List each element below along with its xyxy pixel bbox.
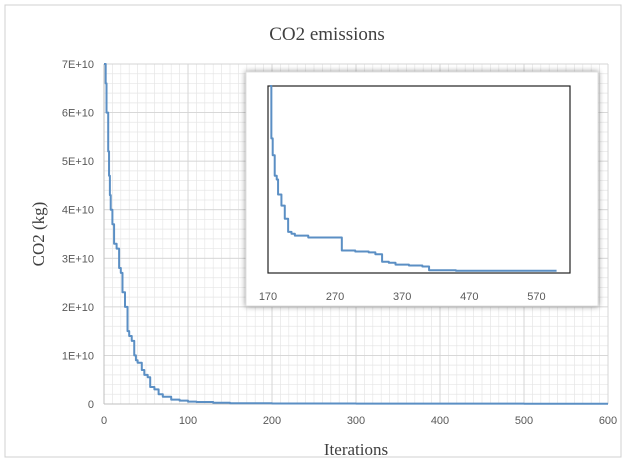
x-tick-label: 0 xyxy=(101,415,107,427)
y-tick-label: 2E+10 xyxy=(62,302,94,314)
y-tick-label: 0 xyxy=(88,399,94,411)
series-line xyxy=(104,63,608,405)
inset-plot-border xyxy=(267,85,571,274)
y-tick-label: 3E+10 xyxy=(62,253,94,265)
x-tick-label: 100 xyxy=(179,415,197,427)
x-axis-label: Iterations xyxy=(324,440,388,459)
x-tick-label: 500 xyxy=(515,415,533,427)
x-tick-label: 400 xyxy=(431,415,449,427)
y-tick-label: 1E+10 xyxy=(62,350,94,362)
y-tick-label: 4E+10 xyxy=(62,205,94,217)
x-tick-label: 600 xyxy=(599,415,617,427)
y-tick-label: 5E+10 xyxy=(62,156,94,168)
inset-axes xyxy=(267,85,571,274)
inset-x-tick-label: 570 xyxy=(527,291,545,303)
inset-x-tick-label: 370 xyxy=(393,291,411,303)
chart-title: CO2 emissions xyxy=(269,24,385,45)
main-series xyxy=(104,63,608,405)
y-axis-label: CO2 (kg) xyxy=(29,202,48,267)
inset-series xyxy=(270,85,557,272)
y-tick-label: 7E+10 xyxy=(62,59,94,71)
inset-x-tick-label: 270 xyxy=(326,291,344,303)
inset-x-tick-label: 170 xyxy=(259,291,277,303)
x-tick-label: 200 xyxy=(263,415,281,427)
main-ticks: 0 100 200 300 400 500 600 0 1E+10 2E+10 3E+10 4E+10… xyxy=(62,59,617,427)
inset-series-line xyxy=(270,85,557,272)
y-tick-label: 6E+10 xyxy=(62,108,94,120)
inset-x-tick-label: 470 xyxy=(460,291,478,303)
x-tick-label: 300 xyxy=(347,415,365,427)
inset-ticks: 170 270 370 470 570 xyxy=(259,291,546,303)
